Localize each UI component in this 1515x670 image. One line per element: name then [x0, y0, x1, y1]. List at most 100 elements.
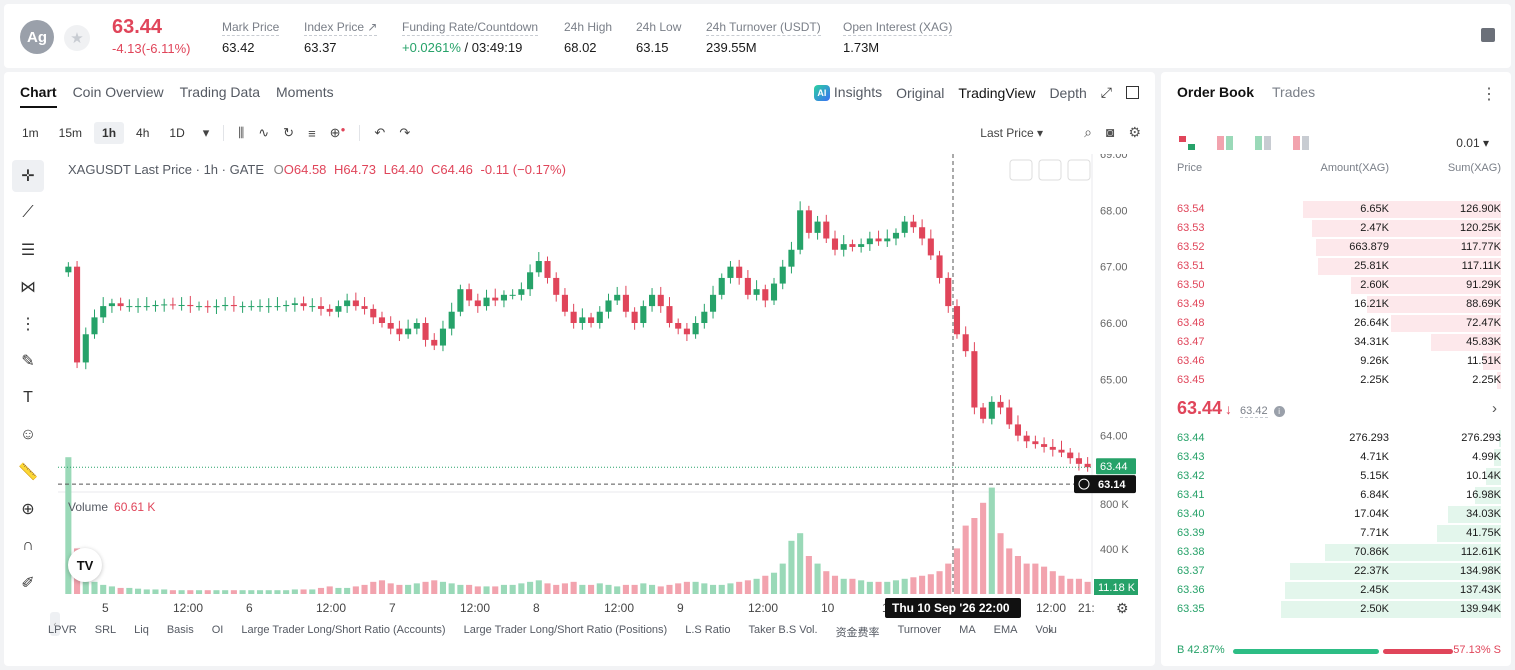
ask-row[interactable]: 63.53 2.47K 120.25K — [1161, 219, 1511, 238]
ask-row[interactable]: 63.51 25.81K 117.11K — [1161, 257, 1511, 276]
indicator-item[interactable]: Basis — [166, 624, 194, 636]
bid-row[interactable]: 63.37 22.37K 134.98K — [1161, 562, 1511, 581]
replay-icon[interactable]: ↻ — [283, 125, 295, 140]
redo-icon[interactable]: ↷ — [399, 125, 411, 140]
indicator-item[interactable]: Volu — [1035, 624, 1057, 636]
indicator-item[interactable]: OI — [211, 624, 224, 636]
bid-row[interactable]: 63.39 7.71K 41.75K — [1161, 524, 1511, 543]
fullscreen-icon[interactable]: ⤢ — [1100, 84, 1112, 101]
horizontal-lines-icon[interactable]: ☰ — [20, 242, 36, 259]
favorite-star-icon[interactable]: ★ — [64, 25, 90, 51]
collapse-toolbar-icon[interactable]: ‹ — [50, 612, 60, 636]
indicator-item[interactable]: LPVR — [48, 624, 77, 636]
volume-bar — [239, 590, 246, 594]
ask-row[interactable]: 63.48 26.64K 72.47K — [1161, 314, 1511, 333]
chart-canvas[interactable]: 69.00 68.00 67.00 66.00 65.00 64.00 63.44 63.14… — [58, 149, 1148, 654]
view-tradingview[interactable]: TradingView — [958, 84, 1036, 101]
settings-gear-icon[interactable]: ⚙ — [1128, 124, 1141, 140]
indicator-item[interactable]: MA — [959, 624, 976, 636]
ask-row[interactable]: 63.54 6.65K 126.90K — [1161, 200, 1511, 219]
indicator-item[interactable]: Large Trader Long/Short Ratio (Positions… — [463, 624, 668, 636]
ask-row[interactable]: 63.52 663.879 117.77K — [1161, 238, 1511, 257]
add-alert-icon[interactable]: ⊕● — [329, 125, 346, 140]
ask-row[interactable]: 63.47 34.31K 45.83K — [1161, 333, 1511, 352]
bid-row[interactable]: 63.44 276.293 276.293 — [1161, 429, 1511, 448]
bid-row[interactable]: 63.43 4.71K 4.99K — [1161, 448, 1511, 467]
bid-row[interactable]: 63.42 5.15K 10.14K — [1161, 467, 1511, 486]
template-icon[interactable]: ≡ — [308, 125, 316, 141]
time-axis-label: 10 — [821, 601, 835, 615]
magnet-icon[interactable]: ∩ — [22, 537, 34, 554]
indicator-item[interactable]: 资金费率 — [835, 627, 880, 639]
tab-coin-overview[interactable]: Coin Overview — [72, 84, 164, 100]
candle-type-icon[interactable]: ⫼ — [238, 125, 245, 140]
indicator-item[interactable]: EMA — [993, 624, 1018, 636]
candle-body — [797, 210, 804, 250]
search-icon[interactable]: ⌕ — [1084, 124, 1092, 140]
timeframe-dropdown-icon[interactable]: ▾ — [202, 125, 210, 140]
candle-body — [256, 306, 264, 308]
view-depth[interactable]: Depth — [1049, 84, 1087, 101]
fib-icon[interactable]: ⋮ — [20, 316, 36, 333]
more-options-icon[interactable]: ⋮ — [1481, 86, 1497, 103]
insights-button[interactable]: AI Insights — [813, 84, 882, 102]
crosshair-icon[interactable]: ✛ — [12, 160, 44, 192]
candle-body — [317, 306, 325, 309]
camera-icon[interactable]: ◙ — [1105, 124, 1115, 140]
indicator-item[interactable]: L.S Ratio — [685, 624, 731, 636]
text-icon[interactable]: T — [23, 389, 33, 406]
tab-trades[interactable]: Trades — [1272, 84, 1316, 100]
indicator-item[interactable]: Taker B.S Vol. — [748, 624, 818, 636]
indicator-item[interactable]: Liq — [134, 624, 149, 636]
tradingview-logo-icon[interactable]: TV — [68, 548, 102, 582]
timeframe-15m[interactable]: 15m — [58, 126, 83, 140]
ruler-icon[interactable]: 📏 — [18, 464, 38, 481]
bid-row[interactable]: 63.36 2.45K 137.43K — [1161, 581, 1511, 600]
price-cell: 63.48 — [1177, 317, 1205, 329]
layout-asks-icon[interactable] — [1293, 136, 1309, 150]
ask-row[interactable]: 63.45 2.25K 2.25K — [1161, 371, 1511, 390]
emoji-icon[interactable]: ☺ — [19, 426, 37, 443]
timeframe-1d[interactable]: 1D — [169, 126, 185, 140]
layout-split-icon[interactable] — [1217, 136, 1233, 150]
window-icon[interactable] — [1126, 86, 1139, 100]
mid-mark-price[interactable]: 63.42 — [1240, 405, 1268, 418]
tab-trading-data[interactable]: Trading Data — [179, 84, 261, 100]
layout-both-icon[interactable] — [1179, 136, 1195, 150]
undo-icon[interactable]: ↶ — [374, 125, 386, 140]
layout-bids-icon[interactable] — [1255, 136, 1271, 150]
bid-row[interactable]: 63.41 6.84K 16.98K — [1161, 486, 1511, 505]
brush-icon[interactable]: ✎ — [21, 353, 35, 370]
precision-select[interactable]: 0.01 ▾ — [1456, 136, 1489, 150]
trend-line-icon[interactable]: ⟋ — [22, 204, 34, 221]
depth-bar — [1366, 296, 1501, 313]
timeframe-1h[interactable]: 1h — [94, 122, 125, 144]
ask-row[interactable]: 63.50 2.60K 91.29K — [1161, 276, 1511, 295]
timeframe-4h[interactable]: 4h — [136, 126, 150, 140]
indicators-icon[interactable]: ∿ — [258, 125, 270, 140]
indicator-item[interactable]: Large Trader Long/Short Ratio (Accounts) — [241, 624, 446, 636]
view-original[interactable]: Original — [896, 84, 945, 101]
pencil-icon[interactable]: ✐ — [21, 575, 35, 592]
guide-book-icon[interactable] — [1481, 28, 1495, 42]
sum-cell: 117.77K — [1460, 241, 1501, 253]
candlestick-chart[interactable]: 69.00 68.00 67.00 66.00 65.00 64.00 63.44 63.14… — [58, 149, 1148, 654]
timeframe-1m[interactable]: 1m — [22, 126, 39, 140]
indicator-item[interactable]: SRL — [94, 624, 117, 636]
ask-row[interactable]: 63.46 9.26K 11.51K — [1161, 352, 1511, 371]
zoom-icon[interactable]: ⊕ — [21, 501, 35, 518]
indicator-item[interactable]: Turnover — [897, 624, 942, 636]
chart-settings-icon[interactable]: ⚙ — [1116, 600, 1129, 616]
price-source-select[interactable]: Last Price ▾ — [980, 126, 1043, 140]
pattern-icon[interactable]: ⋈ — [20, 279, 36, 296]
bid-row[interactable]: 63.38 70.86K 112.61K — [1161, 543, 1511, 562]
ask-row[interactable]: 63.49 16.21K 88.69K — [1161, 295, 1511, 314]
mid-chevron-right-icon[interactable]: › — [1492, 400, 1497, 417]
tab-order-book[interactable]: Order Book — [1177, 84, 1255, 100]
bid-row[interactable]: 63.35 2.50K 139.94K — [1161, 600, 1511, 619]
info-icon[interactable]: i — [1273, 406, 1285, 417]
bid-row[interactable]: 63.40 17.04K 34.03K — [1161, 505, 1511, 524]
tab-chart[interactable]: Chart — [20, 84, 57, 108]
indicator-scroll-right-icon[interactable]: › — [1048, 623, 1052, 637]
tab-moments[interactable]: Moments — [276, 84, 334, 100]
